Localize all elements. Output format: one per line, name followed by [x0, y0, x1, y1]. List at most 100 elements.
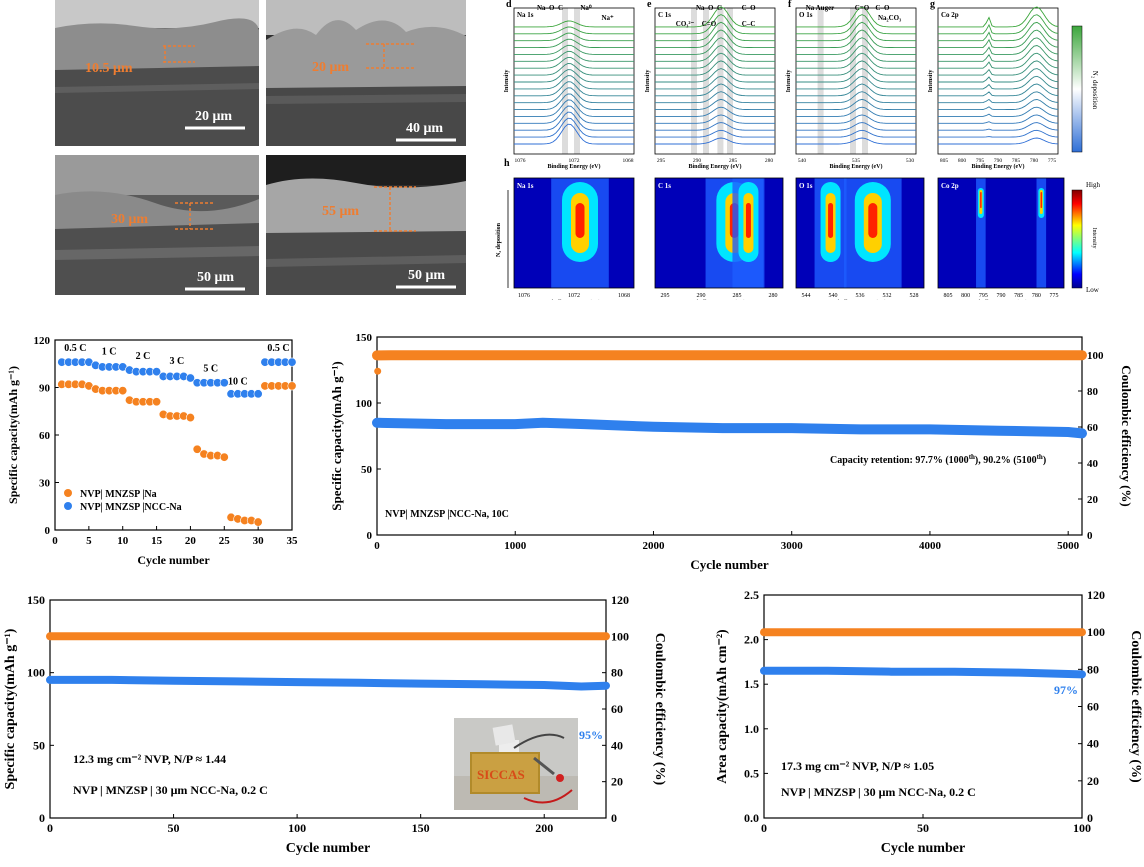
spectrum-label: Co 2p [941, 11, 959, 19]
chart-caption: 17.3 mg cm⁻² NVP, N/P ≈ 1.05 [781, 759, 934, 773]
spectrum-frame [654, 7, 776, 155]
heatmap-peak [868, 203, 878, 238]
spectrum-curve [796, 98, 916, 111]
heatmap-label: C 1s [658, 182, 671, 190]
y2-tick-label: 60 [1087, 700, 1099, 714]
x-tick-label: 540 [829, 293, 838, 299]
x-tick-label: 20 [185, 535, 197, 547]
reference-band [717, 8, 724, 154]
peak-annotation: Na Auger [806, 4, 835, 12]
spectrum-curve [938, 122, 1059, 131]
rate-label: 10 C [228, 376, 248, 387]
spectrum-curve [655, 75, 775, 90]
data-point [185, 373, 195, 383]
heatmap-peak [1040, 192, 1043, 208]
y2-tick-label: 40 [1087, 737, 1099, 751]
y-tick-label: 30 [39, 478, 51, 490]
sem-image-1: 10.5 μm 20 μm [55, 0, 259, 146]
capacity-retention-annotation: Capacity retention: 97.7% (1000th), 90.2… [830, 453, 1046, 466]
y2-tick-label: 20 [1087, 494, 1099, 506]
spectrum-curve [514, 20, 634, 28]
rate-label: 2 C [136, 351, 151, 362]
spectrum-curve [796, 91, 916, 104]
legend-label: NVP| MNZSP |NCC-Na [80, 502, 182, 513]
y2-tick-label: 20 [611, 775, 623, 789]
x-tick-label: 200 [535, 821, 553, 835]
peak-annotation: C–C [742, 20, 756, 28]
depth-colorbar [1071, 25, 1083, 153]
sem-thickness: 20 μm [312, 60, 349, 75]
x-tick-label: 795 [979, 293, 988, 299]
superscript: th [1037, 453, 1043, 461]
x-tick-label: 530 [906, 158, 915, 164]
spectrum-curve [655, 14, 775, 35]
y-tick-label: 150 [356, 332, 373, 344]
y-tick-label: 50 [33, 738, 45, 752]
x-tick-label: 280 [769, 293, 778, 299]
legend-label: NVP| MNZSP |Na [80, 489, 157, 500]
data-point [287, 357, 297, 367]
x-axis-label: Cycle number [286, 841, 370, 856]
spectrum-frame [937, 7, 1059, 155]
x-tick-label: 5000 [1057, 540, 1080, 552]
x-tick-label: 5 [86, 535, 92, 547]
spectrum-curve [514, 117, 634, 138]
spectrum-curve [796, 114, 916, 124]
y-tick-label: 0 [45, 525, 51, 537]
spectrum-label: C 1s [658, 11, 671, 19]
data-point [219, 378, 229, 388]
y2-tick-label: 20 [1087, 774, 1099, 788]
y2-tick-label: 80 [611, 666, 623, 680]
x-axis-label: Cycle number [137, 553, 210, 567]
spectrum-curve [655, 91, 775, 104]
retention-label: 95% [579, 728, 603, 742]
xps-heatmaps: Na 1s 1076 1072 1068 Binding Energy (eV) C 1s… [496, 158, 1065, 300]
y-axis-label: Intensity [928, 70, 934, 93]
spectrum-curve [655, 137, 775, 145]
x-axis-label: Binding Energy (eV) [833, 299, 886, 300]
y-axis-label: Intensity [504, 70, 510, 93]
colorbar-low-label: Low [1086, 286, 1100, 294]
heatmap-peak [745, 203, 751, 238]
y2-tick-label: 100 [611, 629, 629, 643]
heatmap-peak [980, 192, 982, 208]
data-point [152, 367, 162, 377]
sem-image-2: 20 μm 40 μm [266, 0, 466, 146]
x-tick-label: 0 [52, 535, 58, 547]
spectrum-curve [655, 114, 775, 124]
spectrum-curve [938, 6, 1059, 28]
y-tick-label: 60 [39, 430, 51, 442]
rate-label: 3 C [170, 356, 185, 367]
spectrum-curve [938, 99, 1059, 111]
spectrum-curve [655, 37, 775, 55]
x-tick-label: 25 [219, 535, 231, 547]
y2-tick-label: 80 [1087, 386, 1099, 398]
x-tick-label: 775 [1048, 158, 1057, 164]
x-tick-label: 0 [47, 821, 53, 835]
spectrum-curve [796, 21, 916, 42]
y-axis-label: Intensity [786, 70, 792, 93]
x-tick-label: 280 [765, 158, 774, 164]
spectrum-curve [796, 129, 916, 138]
reference-band [862, 8, 868, 154]
pouch-cell-chart-2: 0 50 100 0.0 0.5 1.0 1.5 2.0 2.5 0 20 40 60 80 100 120 C… [715, 588, 1143, 856]
spectrum-curve [655, 45, 775, 62]
x-axis-label: Cycle number [881, 841, 965, 856]
y-tick-label: 0 [367, 530, 373, 542]
heatmap-peak [828, 203, 834, 238]
peak-annotation: CO₃²⁻ [676, 20, 695, 28]
spectrum-curve [655, 68, 775, 83]
x-tick-label: 1076 [518, 293, 530, 299]
spectrum-curve [655, 122, 775, 131]
rate-label: 0.5 C [64, 343, 86, 354]
spectrum-curve [938, 14, 1059, 35]
y-tick-label: 1.0 [744, 722, 759, 736]
spectrum-curve [655, 6, 775, 28]
x-tick-label: 790 [997, 293, 1006, 299]
x-tick-label: 290 [697, 293, 706, 299]
x-tick-label: 805 [940, 158, 949, 164]
x-axis-label: Binding Energy (eV) [547, 163, 600, 170]
heatmap-peak [575, 203, 585, 238]
legend-marker [64, 502, 72, 510]
x-tick-label: 0 [374, 540, 380, 552]
